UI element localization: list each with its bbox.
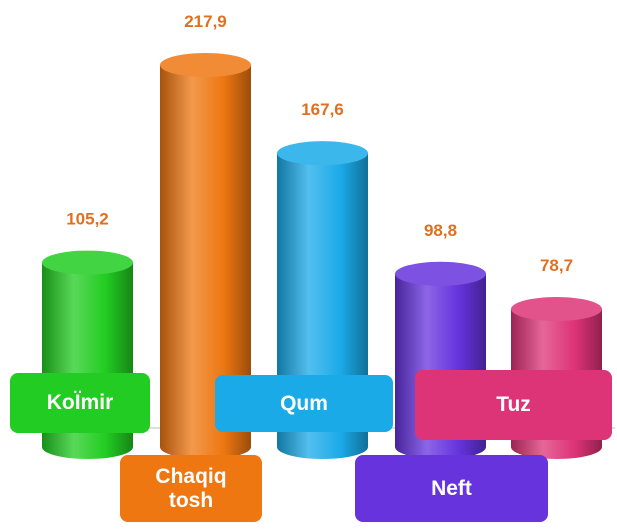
category-label: Neft bbox=[355, 455, 548, 522]
category-label: Tuz bbox=[415, 370, 612, 440]
bar-cap bbox=[160, 53, 251, 77]
value-label: 105,2 bbox=[66, 210, 109, 229]
bar-cap bbox=[395, 261, 486, 286]
value-label: 217,9 bbox=[184, 12, 227, 31]
bar-cap bbox=[511, 297, 602, 322]
category-label: Qum bbox=[215, 375, 393, 432]
value-label: 98,8 bbox=[424, 221, 457, 240]
bar-cap bbox=[277, 141, 368, 166]
bar-cap bbox=[42, 250, 133, 275]
category-label: KoÏmir bbox=[10, 373, 150, 433]
category-label: Chaqiq tosh bbox=[120, 455, 262, 522]
value-label: 167,6 bbox=[301, 100, 344, 119]
value-label: 78,7 bbox=[540, 256, 573, 275]
